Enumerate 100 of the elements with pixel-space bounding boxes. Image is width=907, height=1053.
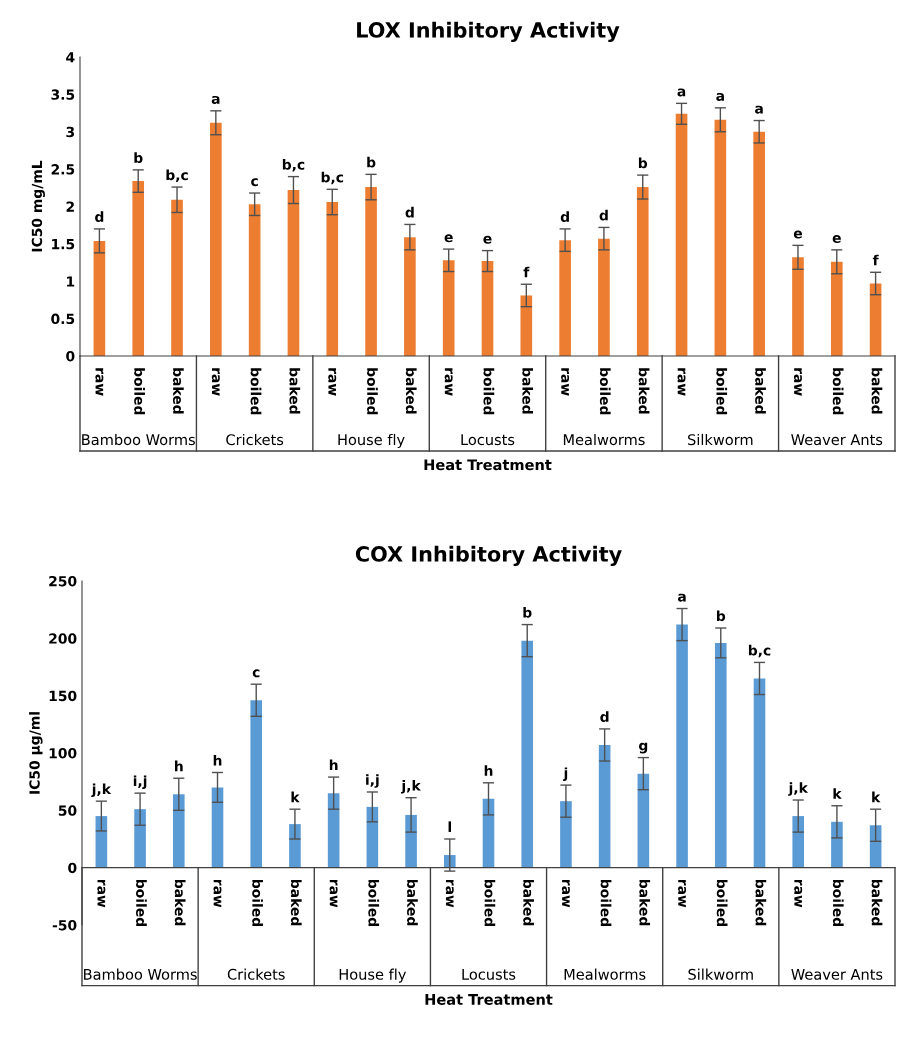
data-label: b bbox=[367, 156, 376, 168]
text: House fly bbox=[338, 433, 405, 448]
text: Silkworm bbox=[688, 968, 753, 980]
x-tick-label: boiled bbox=[483, 368, 495, 415]
data-label: i,j bbox=[366, 774, 379, 788]
data-label: b bbox=[638, 157, 648, 169]
x-tick-label: baked bbox=[755, 879, 767, 926]
x-axis-title: Heat Treatment bbox=[424, 459, 552, 471]
x-tick-label: boiled bbox=[716, 879, 728, 926]
y-tick-label: -50 bbox=[52, 919, 77, 931]
bar bbox=[830, 261, 843, 356]
data-label: k bbox=[291, 791, 300, 803]
x-tick-label: raw bbox=[794, 879, 803, 908]
data-label: b bbox=[523, 606, 532, 618]
x-tick-label: baked bbox=[405, 368, 417, 414]
bar bbox=[675, 113, 688, 356]
chart-title: COX Inhibitory Activity bbox=[355, 545, 622, 567]
data-label: b bbox=[134, 152, 143, 164]
x-tick-label: baked bbox=[290, 879, 302, 926]
x-tick-label: baked bbox=[522, 368, 534, 414]
bar bbox=[93, 240, 106, 356]
text: Locusts bbox=[462, 969, 516, 980]
bar bbox=[714, 642, 727, 868]
x-tick-label: raw bbox=[677, 368, 686, 396]
data-label: a bbox=[755, 105, 763, 114]
text: Crickets bbox=[227, 968, 285, 980]
x-tick-label: raw bbox=[95, 368, 104, 396]
bar bbox=[171, 199, 183, 356]
data-label: b bbox=[716, 610, 726, 622]
bar bbox=[521, 640, 534, 868]
x-tick-label: baked bbox=[755, 368, 766, 414]
bar bbox=[442, 260, 455, 356]
x-tick-label: raw bbox=[561, 879, 570, 908]
data-label: d bbox=[599, 209, 608, 221]
data-label: h bbox=[213, 754, 222, 766]
x-tick-label: baked bbox=[172, 368, 184, 414]
bar bbox=[482, 798, 495, 868]
bar bbox=[598, 238, 610, 356]
x-tick-label: boiled bbox=[484, 879, 496, 926]
x-tick-label: raw bbox=[793, 368, 802, 396]
x-tick-label: raw bbox=[328, 368, 337, 396]
bar bbox=[250, 700, 263, 868]
y-tick-label: 2.5 bbox=[51, 164, 75, 175]
x-tick-label: boiled bbox=[134, 368, 145, 415]
x-tick-label: raw bbox=[445, 879, 454, 908]
x-tick-label: raw bbox=[329, 879, 338, 908]
text: Bamboo Worms bbox=[84, 968, 197, 980]
y-tick-label: 0 bbox=[68, 862, 77, 874]
bar bbox=[637, 773, 650, 868]
bar bbox=[134, 809, 146, 868]
data-label: g bbox=[639, 742, 648, 754]
text: Mealworms bbox=[563, 433, 645, 446]
x-tick-label: raw bbox=[97, 879, 106, 908]
data-label: e bbox=[793, 230, 803, 239]
bar bbox=[753, 678, 766, 868]
x-tick-label: raw bbox=[211, 368, 220, 396]
data-label: h bbox=[329, 759, 338, 771]
data-label: f bbox=[523, 266, 530, 278]
data-label: b,c bbox=[166, 169, 188, 182]
text: House fly bbox=[339, 968, 406, 983]
data-label: e bbox=[483, 235, 492, 244]
x-tick-label: raw bbox=[213, 879, 222, 908]
x-tick-label: baked bbox=[174, 879, 186, 926]
bar bbox=[714, 119, 727, 356]
text: Crickets bbox=[226, 433, 284, 446]
bar bbox=[676, 624, 688, 868]
y-tick-label: 0 bbox=[66, 350, 75, 362]
bar bbox=[792, 257, 804, 356]
text: Locusts bbox=[461, 434, 515, 446]
bar bbox=[248, 204, 261, 356]
x-tick-label: raw bbox=[444, 368, 453, 396]
text: Weaver Ants bbox=[791, 434, 883, 446]
data-label: a bbox=[716, 93, 724, 101]
chart-title: LOX Inhibitory Activity bbox=[357, 21, 620, 43]
y-tick-label: 100 bbox=[49, 747, 77, 759]
bar bbox=[365, 187, 377, 356]
y-tick-label: 50 bbox=[58, 805, 77, 816]
x-tick-label: baked bbox=[639, 879, 651, 926]
data-label: a bbox=[677, 593, 686, 602]
bar bbox=[520, 295, 533, 356]
x-tick-label: baked bbox=[289, 368, 301, 414]
data-label: j,k bbox=[788, 782, 809, 796]
x-tick-label: baked bbox=[638, 368, 650, 414]
data-label: f bbox=[872, 254, 879, 266]
x-tick-label: raw bbox=[561, 368, 570, 396]
y-tick-label: 3.5 bbox=[51, 89, 75, 100]
bar bbox=[172, 794, 185, 868]
data-label: j,k bbox=[400, 780, 421, 794]
x-tick-label: boiled bbox=[136, 879, 147, 926]
y-tick-label: 150 bbox=[49, 690, 77, 702]
x-tick-label: boiled bbox=[716, 368, 728, 415]
data-label: i,j bbox=[133, 775, 147, 789]
x-tick-label: baked bbox=[407, 879, 418, 926]
bar bbox=[869, 283, 882, 356]
bar bbox=[559, 240, 571, 356]
text: Silkworm bbox=[688, 433, 753, 446]
y-tick-label: 200 bbox=[49, 633, 77, 644]
x-tick-label: baked bbox=[871, 368, 883, 414]
data-label: k bbox=[872, 791, 881, 803]
bar bbox=[443, 855, 456, 868]
